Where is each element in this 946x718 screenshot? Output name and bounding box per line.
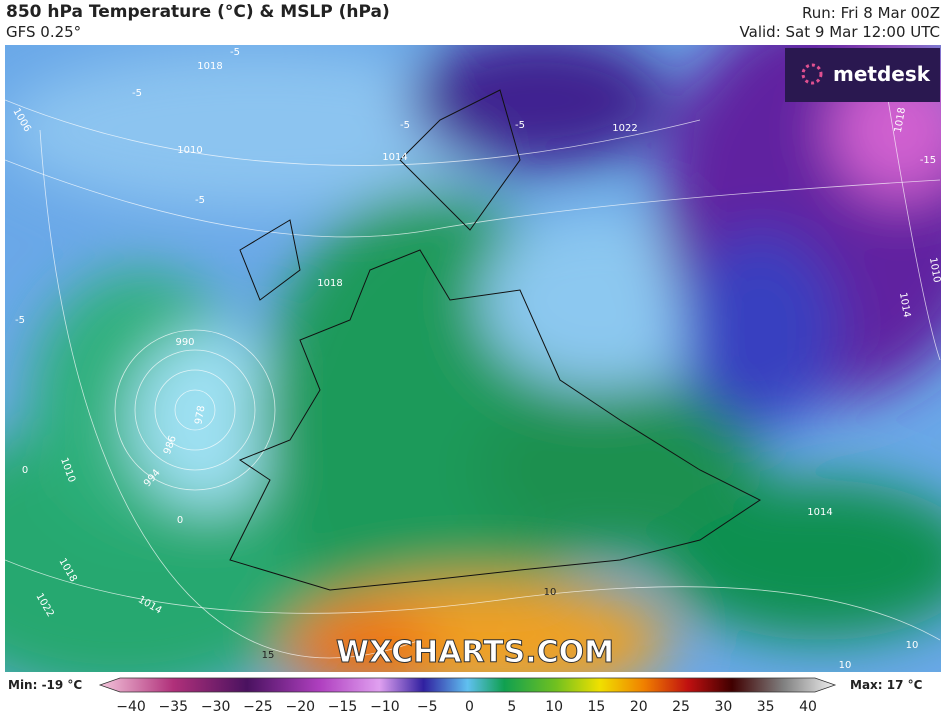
- color-bar-tick: −35: [159, 699, 189, 715]
- color-bar-tick: −30: [201, 699, 231, 715]
- contour-label: -5: [400, 120, 410, 131]
- contour-label: 10: [839, 660, 852, 671]
- color-bar-tick: 5: [507, 699, 516, 715]
- contour-label: -5: [195, 195, 205, 206]
- color-bar-tick: 35: [757, 699, 775, 715]
- color-bar-tick: −5: [417, 699, 438, 715]
- contour-label: 1010: [927, 257, 942, 284]
- color-bar: [98, 677, 837, 693]
- watermark: WXCHARTS.COM: [336, 635, 614, 670]
- contour-label: 1022: [612, 123, 637, 134]
- color-bar-tick: 10: [545, 699, 563, 715]
- valid-time: Valid: Sat 9 Mar 12:00 UTC: [739, 23, 940, 41]
- contour-label: 1018: [317, 278, 342, 289]
- contour-label: 10: [906, 640, 919, 651]
- color-bar-tick: 25: [672, 699, 690, 715]
- contour-label: 1018: [893, 107, 908, 134]
- contour-label: 0: [22, 465, 28, 476]
- contour-label: 990: [175, 337, 194, 348]
- color-bar-tick: −15: [328, 699, 358, 715]
- color-bar-tick: −25: [243, 699, 273, 715]
- contour-label: 1010: [177, 145, 202, 156]
- contour-label: 1014: [897, 292, 912, 319]
- contour-label: 0: [177, 515, 183, 526]
- model: GFS 0.25°: [6, 23, 82, 41]
- contour-label: 15: [262, 650, 275, 661]
- contour-label: 1014: [807, 507, 832, 518]
- title: 850 hPa Temperature (°C) & MSLP (hPa): [6, 2, 390, 22]
- color-bar-tick: 15: [588, 699, 606, 715]
- logo-box: [785, 48, 940, 102]
- contour-label: -5: [15, 315, 25, 326]
- contour-label: 978: [193, 405, 207, 426]
- contour-label: -15: [920, 155, 936, 166]
- contour-label: -5: [515, 120, 525, 131]
- color-bar-tick: −20: [285, 699, 315, 715]
- contour-label: 1014: [382, 152, 407, 163]
- max-label: Max: 17 °C: [850, 678, 923, 692]
- color-bar-tick: 0: [465, 699, 474, 715]
- contour-label: 10: [544, 587, 557, 598]
- contour-label: -5: [132, 88, 142, 99]
- contour-label: 1018: [197, 61, 222, 72]
- run-time: Run: Fri 8 Mar 00Z: [802, 4, 940, 22]
- color-bar-tick: 30: [714, 699, 732, 715]
- color-bar-tick: 20: [630, 699, 648, 715]
- color-bar-tick: 40: [799, 699, 817, 715]
- color-bar-tick: −10: [370, 699, 400, 715]
- contour-label: -5: [230, 47, 240, 58]
- logo: metdesk: [833, 62, 931, 86]
- color-bar-tick: −40: [116, 699, 146, 715]
- min-label: Min: -19 °C: [8, 678, 82, 692]
